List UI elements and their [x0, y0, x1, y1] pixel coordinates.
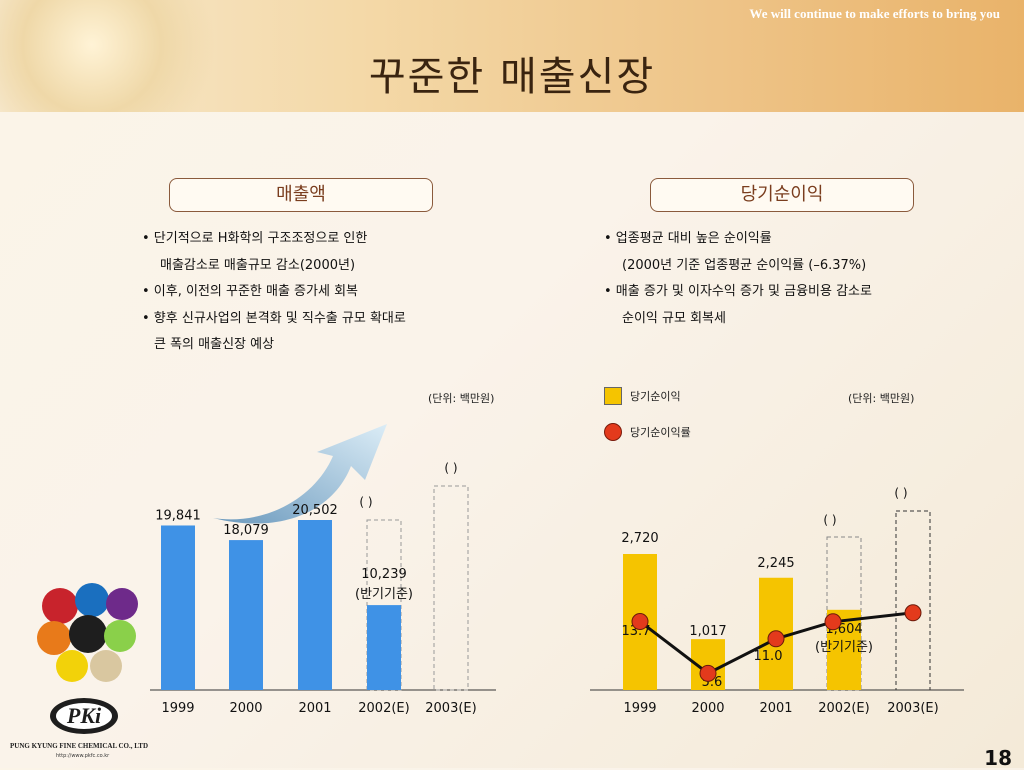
bullet-line: (2000년 기준 업종평균 순이익률 (–6.37%) [622, 257, 867, 273]
value-label: 19,841 [155, 508, 201, 523]
value-label: 1,017 [689, 624, 726, 639]
placeholder-label: ( ) [359, 495, 372, 509]
bar [298, 520, 332, 690]
profit-unit-label: (단위: 백만원) [848, 392, 915, 405]
page-title: 꾸준한 매출신장 [368, 54, 656, 100]
rate-dot [631, 613, 649, 631]
tick-label: 2000 [229, 701, 262, 716]
legend-dot-label: 당기순이익률 [630, 426, 691, 439]
note-label: (반기기준) [355, 587, 413, 602]
rate-dot [767, 630, 785, 648]
value-label: 18,079 [223, 523, 269, 538]
bullet-line: • 매출 증가 및 이자수익 증가 및 금융비용 감소로 [604, 284, 872, 299]
legend-bar-label: 당기순이익 [630, 390, 681, 403]
sales-chart: ( ) ( ) 19,841 1999 18,079 2000 20,502 2001 10,2… [150, 461, 496, 716]
bullet-line: • 향후 신규사업의 본격화 및 직수출 규모 확대로 [142, 310, 406, 326]
header-band [0, 0, 1024, 112]
bullet-line: • 이후, 이전의 꾸준한 매출 증가세 회복 [142, 284, 358, 299]
pigment-piles-icon [37, 583, 138, 682]
tick-label: 2002(E) [818, 701, 869, 716]
bullet-line: • 단기적으로 H화학의 구조조정으로 인한 [142, 231, 368, 246]
sales-unit-label: (단위: 백만원) [428, 392, 495, 405]
note-label: (반기기준) [815, 640, 873, 655]
bar [161, 525, 195, 690]
growth-arrow-icon [213, 424, 387, 524]
placeholder-label: ( ) [894, 486, 907, 500]
tick-label: 2003(E) [425, 701, 476, 716]
estimate-box [895, 510, 931, 691]
legend-dot-swatch [604, 423, 622, 441]
legend-bar: 당기순이익 [604, 387, 681, 405]
bullet-line: • 업종평균 대비 높은 순이익률 [604, 231, 772, 246]
value-label: 2,720 [621, 531, 658, 546]
legend-bar-swatch [604, 387, 622, 405]
svg-text:PKi: PKi [66, 703, 102, 728]
placeholder-label: ( ) [823, 513, 836, 527]
value-label: 2,245 [757, 556, 794, 571]
page-number: 18 [984, 746, 1012, 770]
tick-label: 1999 [161, 701, 194, 716]
profit-chart: ( ) ( ) 1999 2000 2001 2002(E) 2003(E) 2,720 1,0… [590, 486, 964, 716]
estimate-box [433, 485, 469, 691]
company-name: PUNG KYUNG FINE CHEMICAL CO., LTD [10, 742, 149, 750]
profit-bullets: • 업종평균 대비 높은 순이익률 (2000년 기준 업종평균 순이익률 (–… [604, 226, 872, 332]
sales-section-label: 매출액 [169, 178, 433, 212]
tick-label: 1999 [623, 701, 656, 716]
bullet-line: 매출감소로 매출규모 감소(2000년) [160, 257, 356, 273]
header-glow [0, 0, 230, 112]
company-logo: PKi [48, 694, 122, 738]
pki-logo-icon: PKi [50, 698, 118, 734]
rate-label: 11.0 [754, 649, 783, 664]
company-url: http://www.pkfc.co.kr [56, 753, 110, 759]
tick-label: 2001 [298, 701, 331, 716]
value-label: 10,239 [361, 567, 407, 582]
value-label: 20,502 [292, 503, 338, 518]
placeholder-label: ( ) [444, 461, 457, 475]
slogan: We will continue to make efforts to brin… [749, 6, 1000, 21]
bar [229, 540, 263, 690]
rate-dot [824, 613, 842, 631]
tick-label: 2002(E) [358, 701, 409, 716]
tick-label: 2003(E) [887, 701, 938, 716]
pigment-image [30, 578, 140, 688]
sales-bullets: • 단기적으로 H화학의 구조조정으로 인한 매출감소로 매출규모 감소(200… [142, 226, 406, 359]
bar [367, 605, 401, 690]
rate-dot [904, 604, 922, 622]
bullet-line: 순이익 규모 회복세 [622, 310, 726, 326]
profit-section-label: 당기순이익 [650, 178, 914, 212]
legend-dot: 당기순이익률 [604, 423, 691, 441]
bullet-line: 큰 폭의 매출신장 예상 [154, 337, 275, 352]
tick-label: 2001 [759, 701, 792, 716]
rate-dot [699, 664, 717, 682]
tick-label: 2000 [691, 701, 724, 716]
